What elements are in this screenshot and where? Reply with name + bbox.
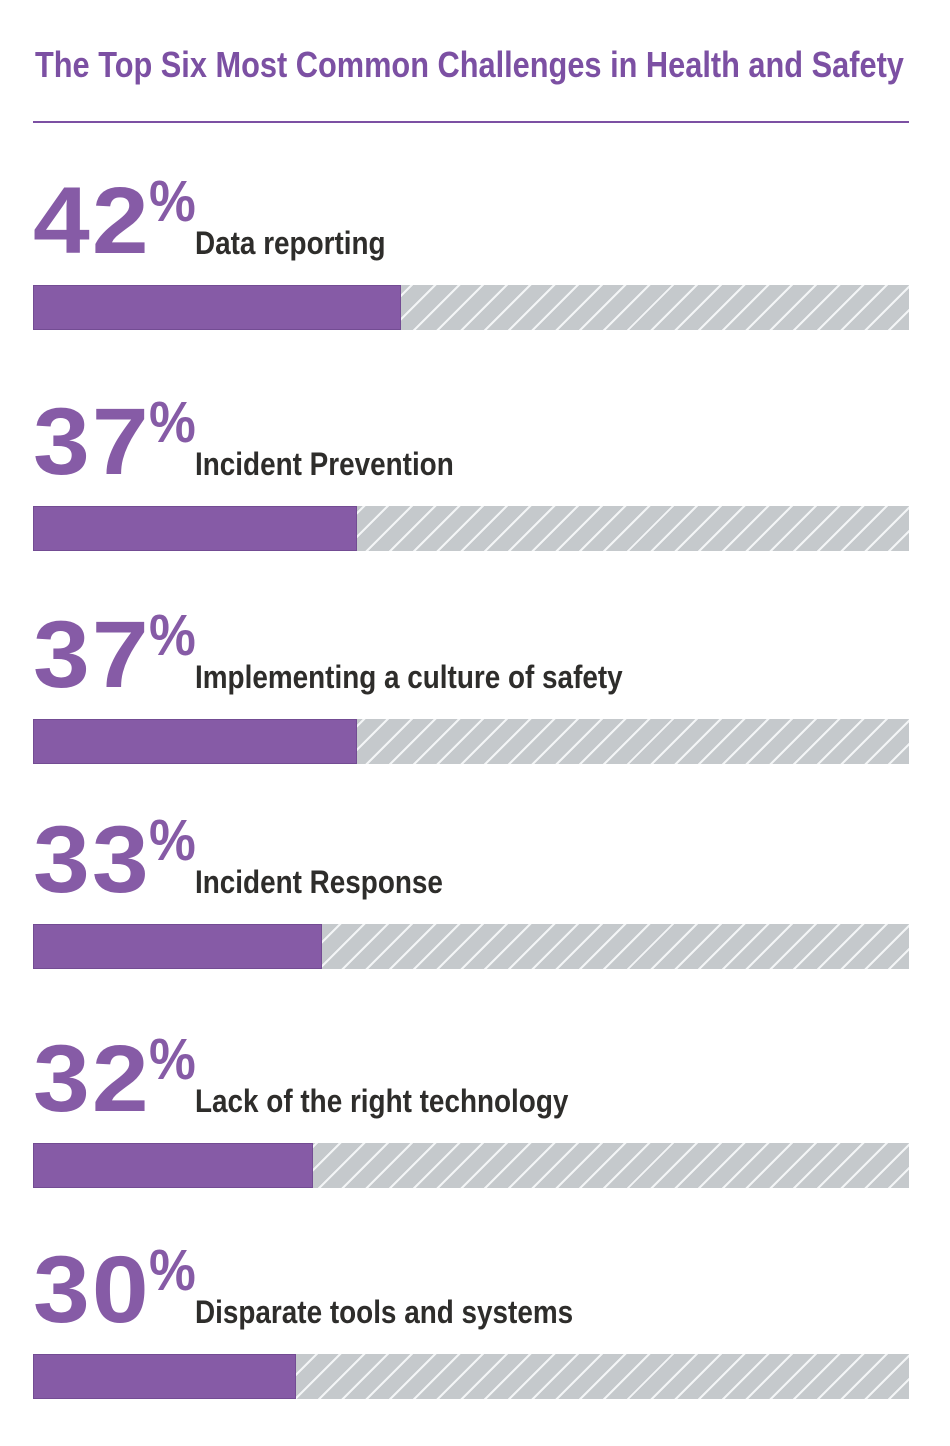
progress-fill bbox=[33, 506, 357, 551]
progress-track bbox=[33, 1143, 909, 1188]
percent-sign-icon: % bbox=[148, 1026, 196, 1092]
percent-value: 37 bbox=[33, 602, 151, 708]
percent-value: 30 bbox=[33, 1237, 151, 1343]
challenge-row: 33 % Incident Response bbox=[33, 811, 909, 969]
challenge-label: Disparate tools and systems bbox=[195, 1293, 574, 1330]
title-divider bbox=[33, 120, 909, 123]
progress-fill bbox=[33, 719, 357, 764]
progress-fill bbox=[33, 1143, 313, 1188]
percent-value: 37 bbox=[33, 389, 151, 495]
challenge-label: Lack of the right technology bbox=[195, 1082, 569, 1119]
challenge-label: Implementing a culture of safety bbox=[195, 658, 623, 695]
challenge-row: 37 % Implementing a culture of safety bbox=[33, 606, 909, 764]
challenge-row: 37 % Incident Prevention bbox=[33, 393, 909, 551]
progress-track bbox=[33, 506, 909, 551]
percent-value: 42 bbox=[33, 168, 151, 274]
percent-sign-icon: % bbox=[148, 168, 196, 234]
challenge-row: 30 % Disparate tools and systems bbox=[33, 1241, 909, 1399]
challenge-label: Incident Prevention bbox=[195, 445, 454, 482]
percent-value: 32 bbox=[33, 1026, 151, 1132]
percent-value: 33 bbox=[33, 807, 151, 913]
chart-title: The Top Six Most Common Challenges in He… bbox=[34, 44, 904, 85]
percent-sign-icon: % bbox=[148, 807, 196, 873]
challenge-label: Data reporting bbox=[195, 224, 386, 261]
progress-track bbox=[33, 719, 909, 764]
challenge-row: 42 % Data reporting bbox=[33, 172, 909, 330]
challenge-label: Incident Response bbox=[195, 863, 443, 900]
progress-track bbox=[33, 1354, 909, 1399]
percent-sign-icon: % bbox=[148, 389, 196, 455]
percent-sign-icon: % bbox=[148, 602, 196, 668]
progress-track bbox=[33, 285, 909, 330]
progress-fill bbox=[33, 1354, 296, 1399]
percent-sign-icon: % bbox=[148, 1237, 196, 1303]
challenge-row: 32 % Lack of the right technology bbox=[33, 1030, 909, 1188]
progress-fill bbox=[33, 924, 322, 969]
progress-track bbox=[33, 924, 909, 969]
progress-fill bbox=[33, 285, 401, 330]
